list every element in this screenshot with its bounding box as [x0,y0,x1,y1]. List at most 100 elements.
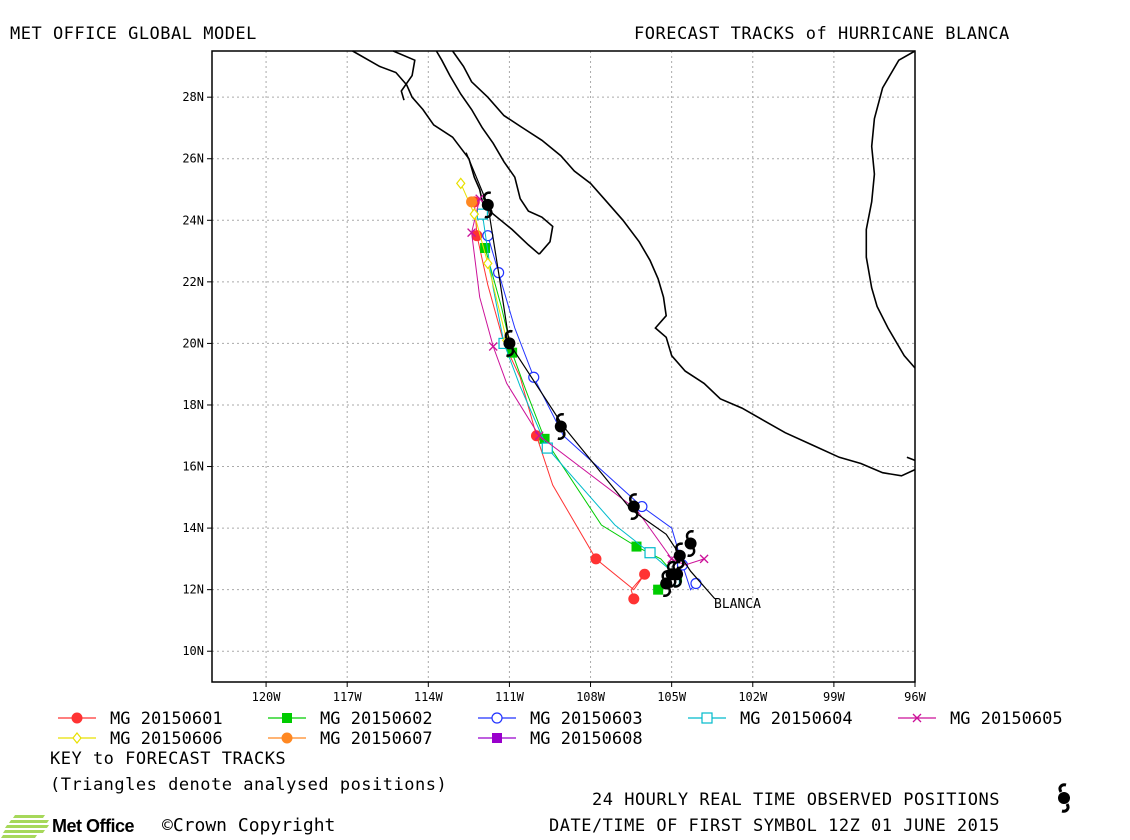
left-title: MET OFFICE GLOBAL MODEL [10,24,257,44]
legend-item: MG 20150605 [898,709,1063,729]
track-series [466,196,478,208]
track-point [631,541,642,552]
legend-label: MG 20150607 [320,729,433,749]
x-tick-label: 117W [333,690,363,704]
track-series [482,230,702,591]
track-point [628,593,640,605]
track-point [483,257,493,270]
track-series [480,242,683,595]
track-point [466,196,478,208]
legend-marker [281,732,293,744]
logo-text: Met Office [52,815,135,836]
track-point [480,242,491,253]
legend-label: MG 20150601 [110,709,223,729]
grid-lines [212,51,916,682]
copyright-text: ©Crown Copyright [162,815,336,836]
x-tick-label: 111W [495,690,525,704]
legend-item: MG 20150604 [688,709,853,729]
x-tick-label: 114W [414,690,444,704]
map-frame [211,50,916,683]
coastline [352,50,540,255]
coastline [392,50,416,101]
coastline [451,50,916,477]
legend-label: MG 20150608 [530,729,643,749]
coastline [906,456,916,462]
coastlines [352,50,916,477]
y-tick-label: 28N [182,90,204,104]
right-title: FORECAST TRACKS of HURRICANE BLANCA [634,24,1010,44]
legend-label: MG 20150605 [950,709,1063,729]
legend-label: MG 20150604 [740,709,853,729]
y-tick-label: 18N [182,398,204,412]
x-tick-label: 108W [576,690,606,704]
legend-marker [282,713,292,723]
track-point [699,554,709,564]
axis-ticks: 120W 117W 114W 111W 108W 105W 102W 99W 96W 10N 12N… [182,90,926,704]
hurricane-symbol-icon [554,413,567,440]
hurricane-symbol-icon [671,560,684,588]
y-tick-label: 26N [182,152,204,166]
legend-item: MG 20150603 [478,709,643,729]
track-point [690,577,702,590]
y-tick-label: 20N [182,336,204,350]
track-point [534,431,544,441]
track-line [487,235,697,591]
legend-marker [492,733,502,743]
legend-marker [701,712,713,724]
y-tick-label: 14N [182,521,204,535]
legend: MG 20150601 MG 20150602 MG 20150603 MG 2015… [58,709,1063,749]
track-point [653,584,664,595]
legend-item: MG 20150601 [58,709,223,729]
track-point [639,568,651,580]
hurricane-symbol-icon [627,493,640,520]
track-point [488,342,498,351]
y-tick-label: 16N [182,460,204,474]
legend-marker [912,713,922,723]
legend-label: MG 20150606 [110,729,223,749]
track-point [528,371,540,383]
track-point [590,553,602,565]
y-tick-label: 10N [182,644,204,658]
coastline [435,50,554,255]
legend-item: MG 20150602 [268,709,433,729]
track-point [469,208,480,221]
y-tick-label: 24N [182,213,204,227]
track-point [539,433,550,444]
y-tick-label: 12N [182,583,204,597]
legend-label: MG 20150603 [530,709,643,729]
track-point [541,442,553,454]
track-line [473,201,646,600]
legend-item: MG 20150608 [478,729,643,749]
hurricane-symbol-icon [481,191,494,219]
observed-track [465,152,716,600]
track-line [481,214,675,581]
key-title: KEY to FORECAST TRACKS [50,749,287,769]
track-line [484,247,678,590]
hurricane-icon [1058,783,1070,813]
legend-marker [72,732,82,744]
x-tick-label: 96W [904,690,926,704]
legend-item: MG 20150606 [58,729,223,749]
x-tick-label: 120W [252,690,282,704]
observed-label: 24 HOURLY REAL TIME OBSERVED POSITIONS [592,790,1000,810]
legend-marker [491,712,503,724]
x-tick-label: 99W [823,690,845,704]
legend-marker [71,712,83,724]
hurricane-symbol-icon [684,530,697,557]
hurricane-symbol-icon [503,329,516,357]
x-tick-label: 105W [657,690,687,704]
coastline [865,50,916,369]
x-tick-label: 102W [738,690,768,704]
track-point [644,547,656,559]
met-office-logo: Met Office [0,812,135,840]
logo-stripes-icon [0,813,50,839]
legend-label: MG 20150602 [320,709,433,729]
track-line [471,198,705,566]
storm-label: BLANCA [714,597,761,612]
track-point [455,177,466,190]
legend-item: MG 20150607 [268,729,433,749]
key-note: (Triangles denote analysed positions) [50,775,448,795]
track-point [482,230,494,242]
track-point [467,228,477,238]
